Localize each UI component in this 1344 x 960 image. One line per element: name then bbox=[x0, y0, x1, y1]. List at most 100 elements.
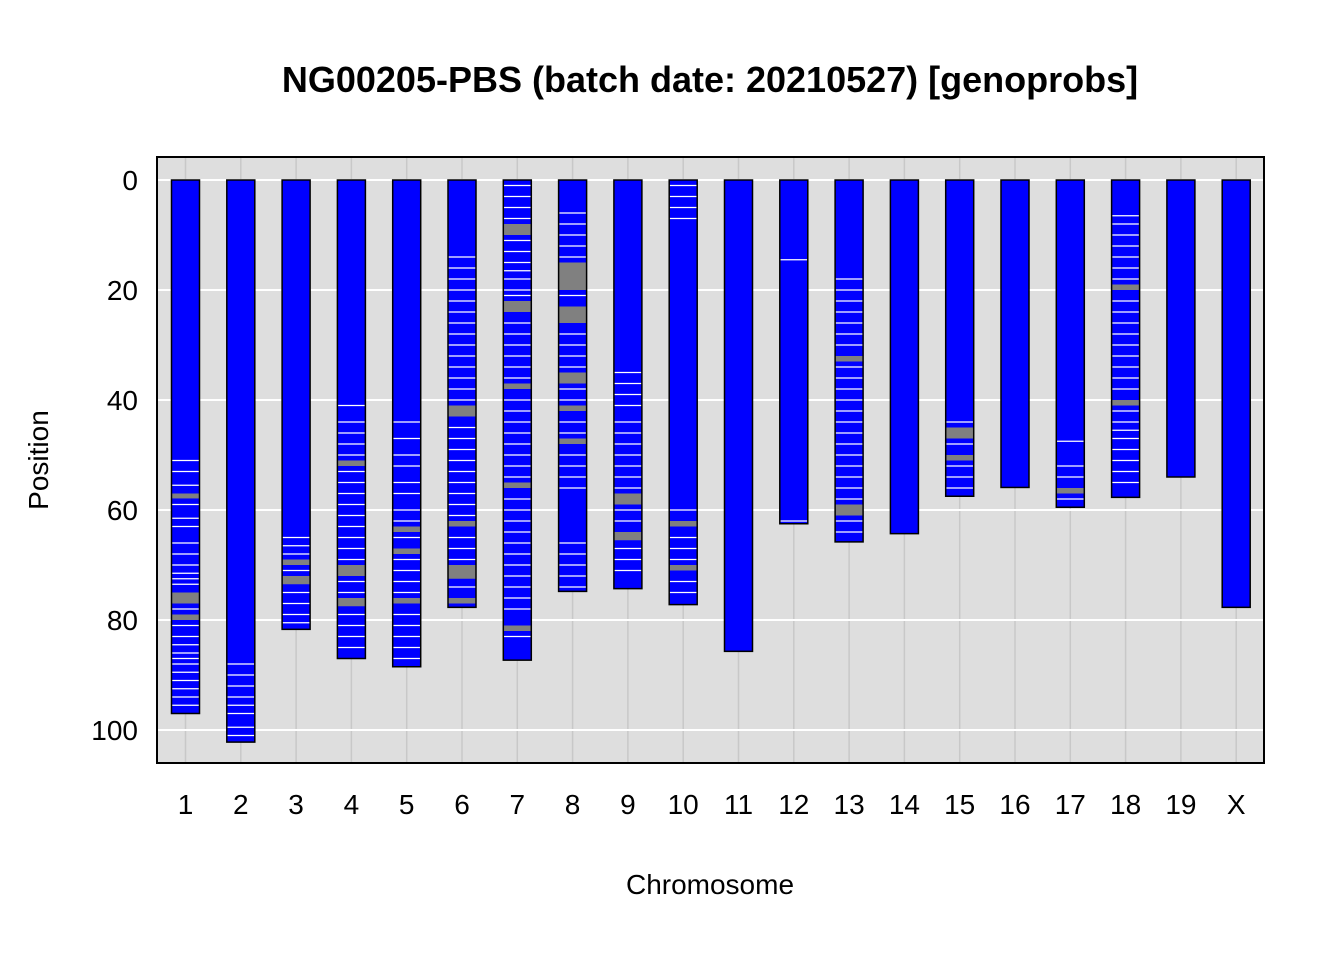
y-tick-label: 0 bbox=[122, 165, 138, 196]
chromosome-12 bbox=[779, 179, 809, 525]
plot-frame bbox=[156, 156, 1265, 764]
chromosome-bar bbox=[1222, 180, 1251, 608]
x-tick-label: 6 bbox=[454, 789, 470, 820]
chromosome-bar bbox=[1166, 180, 1195, 477]
x-tick-label: 9 bbox=[620, 789, 636, 820]
x-tick-label: X bbox=[1227, 789, 1246, 820]
chromosome-14 bbox=[889, 179, 920, 535]
chromosome-outline bbox=[723, 179, 754, 653]
x-tick-label: 10 bbox=[668, 789, 699, 820]
chromosome-outline bbox=[447, 179, 477, 609]
chromosome-outline bbox=[1000, 179, 1030, 489]
chromosome-bar bbox=[890, 180, 919, 534]
heterozygous-segment bbox=[835, 504, 864, 516]
heterozygous-segment bbox=[503, 301, 532, 312]
chromosome-2 bbox=[226, 179, 256, 743]
x-tick-label: 16 bbox=[999, 789, 1030, 820]
chromosome-bar bbox=[392, 180, 421, 667]
chromosome-1 bbox=[170, 179, 201, 715]
x-tick-label: 17 bbox=[1055, 789, 1086, 820]
chromosome-outline bbox=[613, 179, 643, 590]
heterozygous-segment bbox=[503, 383, 532, 389]
chromosome-bar bbox=[337, 180, 366, 659]
y-tick-label: 100 bbox=[91, 715, 138, 746]
chromosome-outline bbox=[557, 179, 588, 593]
chromosome-17 bbox=[1055, 179, 1086, 508]
heterozygous-segment bbox=[835, 356, 864, 362]
chromosome-bar bbox=[779, 180, 808, 524]
x-tick-label: 8 bbox=[565, 789, 581, 820]
chromosome-outline bbox=[944, 179, 975, 497]
x-tick-label: 4 bbox=[344, 789, 360, 820]
chromosome-3 bbox=[281, 179, 311, 631]
x-tick-label: 15 bbox=[944, 789, 975, 820]
chromosome-bar bbox=[1111, 180, 1140, 498]
heterozygous-segment bbox=[558, 262, 587, 290]
chromosome-13 bbox=[834, 179, 864, 543]
heterozygous-segment bbox=[1111, 400, 1140, 406]
chart-title: NG00205-PBS (batch date: 20210527) [geno… bbox=[282, 59, 1138, 100]
chromosome-bar bbox=[558, 180, 587, 592]
chromosome-bar bbox=[1001, 180, 1029, 488]
heterozygous-segment bbox=[171, 493, 200, 499]
chromosomes-layer bbox=[170, 179, 1251, 743]
plot-background bbox=[157, 157, 1264, 763]
heterozygous-segment bbox=[503, 482, 532, 488]
heterozygous-segment bbox=[503, 224, 532, 235]
chromosome-bar bbox=[448, 180, 476, 608]
chromosome-bar bbox=[226, 180, 255, 743]
x-tick-label: 19 bbox=[1165, 789, 1196, 820]
x-tick-label: 1 bbox=[178, 789, 194, 820]
chromosome-outline bbox=[668, 179, 698, 606]
chromosome-9 bbox=[613, 179, 643, 590]
heterozygous-segment bbox=[337, 598, 366, 607]
heterozygous-segment bbox=[1056, 488, 1085, 494]
x-tick-label: 14 bbox=[889, 789, 920, 820]
chromosome-16 bbox=[1000, 179, 1030, 489]
heterozygous-segment bbox=[613, 493, 642, 505]
chromosome-19 bbox=[1166, 179, 1196, 478]
x-tick-label: 18 bbox=[1110, 789, 1141, 820]
heterozygous-segment bbox=[945, 427, 974, 439]
x-tick-label: 13 bbox=[834, 789, 865, 820]
heterozygous-segment bbox=[448, 565, 476, 579]
chromosome-X bbox=[1221, 179, 1251, 609]
chromosome-6 bbox=[447, 179, 477, 609]
heterozygous-segment bbox=[558, 405, 587, 411]
x-tick-label: 2 bbox=[233, 789, 249, 820]
chromosome-4 bbox=[336, 179, 367, 660]
heterozygous-segment bbox=[448, 521, 476, 527]
heterozygous-segment bbox=[669, 565, 698, 571]
heterozygous-segment bbox=[392, 526, 421, 532]
chromosome-15 bbox=[944, 179, 975, 497]
chromosome-outline bbox=[1055, 179, 1086, 508]
chromosome-bar bbox=[1056, 180, 1085, 508]
heterozygous-segment bbox=[171, 592, 200, 604]
heterozygous-segment bbox=[282, 559, 311, 565]
y-tick-label: 60 bbox=[107, 495, 138, 526]
heterozygous-segment bbox=[448, 405, 476, 417]
x-tick-label: 11 bbox=[724, 789, 753, 820]
y-tick-label: 40 bbox=[107, 385, 138, 416]
heterozygous-segment bbox=[282, 576, 311, 585]
heterozygous-segment bbox=[392, 598, 421, 604]
chromosome-7 bbox=[502, 179, 533, 661]
chromosome-bar bbox=[945, 180, 974, 497]
chromosome-18 bbox=[1110, 179, 1141, 499]
x-tick-label: 5 bbox=[399, 789, 415, 820]
heterozygous-segment bbox=[337, 460, 366, 466]
x-tick-labels: 1 2 3 4 5 6 7 8 9 10 11 12 13 14 15 16 17 18 19 X bbox=[178, 789, 1246, 820]
chromosome-bar bbox=[503, 180, 532, 661]
x-tick-label: 3 bbox=[288, 789, 304, 820]
y-tick-label: 20 bbox=[107, 275, 138, 306]
heterozygous-segment bbox=[337, 565, 366, 576]
x-tick-label: 7 bbox=[510, 789, 526, 820]
chromosome-5 bbox=[391, 179, 422, 668]
chromosome-outline bbox=[391, 179, 422, 668]
chromosome-8 bbox=[557, 179, 588, 593]
chromosome-outline bbox=[336, 179, 367, 660]
chromosome-outline bbox=[1221, 179, 1251, 609]
chromosome-outline bbox=[502, 179, 533, 661]
chromosome-outline bbox=[281, 179, 311, 631]
